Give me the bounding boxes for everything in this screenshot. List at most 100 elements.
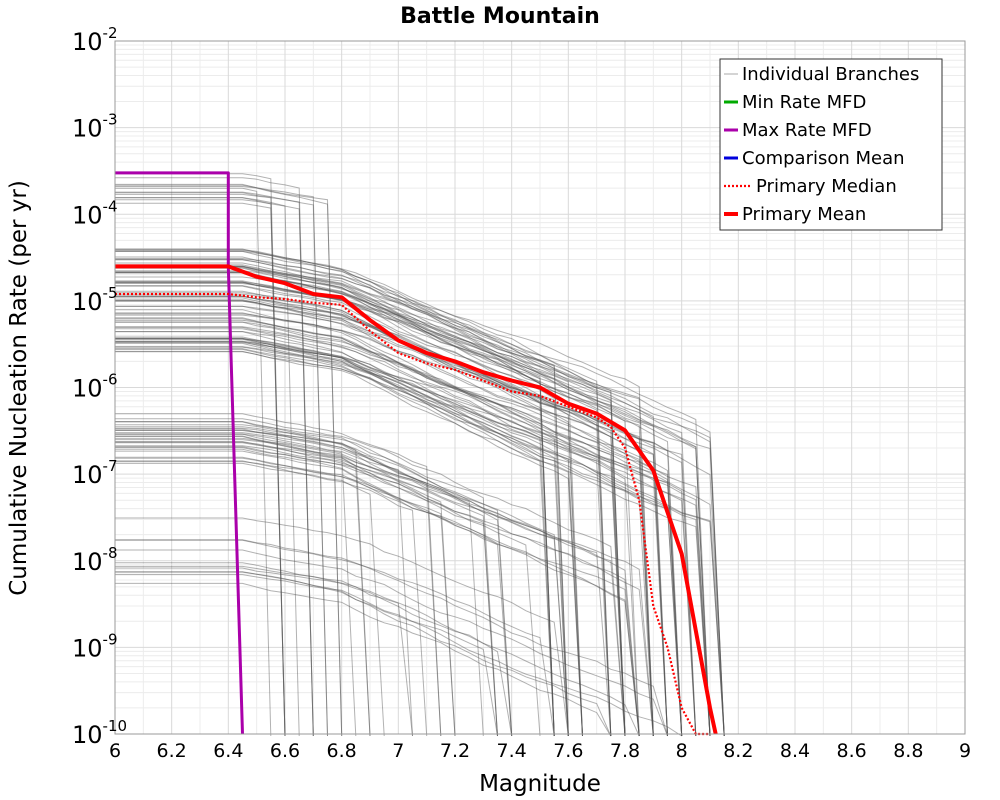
branch-line: [115, 418, 626, 737]
branch-line: [115, 184, 328, 737]
legend-label: Primary Median: [756, 176, 897, 197]
branch-line: [115, 427, 442, 737]
x-tick-label: 8.4: [780, 740, 810, 762]
branch-line: [115, 300, 654, 737]
y-tick-label: 10-8: [72, 544, 118, 576]
y-axis-label: Cumulative Nucleation Rate (per yr): [6, 180, 32, 596]
branch-line: [115, 295, 668, 737]
x-tick-label: 8: [676, 740, 688, 762]
branch-line: [115, 272, 725, 737]
branch-line: [115, 197, 314, 737]
legend-label: Min Rate MFD: [742, 92, 866, 113]
branch-line: [115, 424, 626, 737]
branch-line: [115, 413, 442, 737]
branch-line: [115, 348, 711, 737]
branch-line: [115, 421, 498, 737]
branch-line: [115, 539, 555, 737]
y-tick-label: 10-7: [72, 457, 118, 489]
branch-line: [115, 457, 640, 737]
x-tick-label: 7.8: [610, 740, 640, 762]
branch-line: [115, 193, 328, 737]
branch-line: [115, 321, 725, 737]
y-tick-label: 10-4: [72, 197, 118, 229]
major-grid: [114, 40, 966, 735]
branch-line: [115, 446, 640, 737]
legend: Individual Branches Min Rate MFD Max Rate …: [719, 58, 943, 231]
branch-line: [115, 426, 371, 737]
branch-line: [115, 461, 513, 737]
branch-line: [115, 314, 583, 737]
y-tick-label: 10-5: [72, 284, 118, 316]
branch-line: [115, 192, 286, 737]
branch-line: [115, 197, 300, 737]
y-tick-label: 10-9: [72, 630, 118, 662]
branch-line: [115, 342, 583, 737]
x-tick-label: 6.4: [213, 740, 243, 762]
branch-line: [115, 281, 668, 737]
y-tick-labels: 10-2 10-3 10-4 10-5 10-6 10-7 10-8 10-9 10-10: [72, 24, 127, 749]
branch-line: [115, 448, 456, 737]
series-line-4: [115, 292, 710, 736]
branch-line: [115, 249, 569, 737]
branch-line: [115, 441, 654, 737]
branch-line: [115, 177, 314, 737]
chart-title: Battle Mountain: [400, 4, 600, 29]
branch-line: [115, 250, 654, 737]
branch-line: [115, 282, 654, 737]
branch-line: [115, 305, 654, 737]
branch-line: [115, 337, 626, 737]
branch-line: [115, 336, 725, 737]
series-line-5: [115, 264, 718, 735]
branch-line: [115, 562, 640, 737]
branch-line: [115, 338, 640, 737]
branch-line: [115, 338, 683, 737]
legend-label: Comparison Mean: [742, 148, 905, 169]
branch-line: [115, 433, 357, 737]
branch-line: [115, 433, 413, 737]
branch-line: [115, 272, 555, 737]
y-tick-label: 10-3: [72, 111, 118, 143]
legend-label: Primary Mean: [742, 204, 866, 225]
branch-line: [115, 338, 612, 737]
branch-line: [115, 435, 640, 737]
branch-line: [115, 259, 569, 737]
series-line-2: [115, 171, 244, 735]
legend-label: Individual Branches: [742, 64, 919, 85]
branch-line: [115, 348, 583, 737]
branch-line: [115, 271, 612, 737]
branch-line: [115, 456, 640, 737]
branch-line: [115, 292, 555, 737]
branch-line: [115, 280, 640, 737]
branch-line: [115, 199, 286, 737]
branch-line: [115, 340, 654, 737]
branch-line: [115, 351, 725, 737]
branch-line: [115, 341, 569, 737]
branch-line: [115, 258, 711, 737]
legend-label: Max Rate MFD: [742, 120, 872, 141]
branch-line: [115, 331, 555, 737]
branch-line: [115, 429, 513, 737]
branch-line: [115, 285, 668, 737]
branch-line: [115, 549, 668, 737]
branch-line: [115, 346, 583, 737]
branch-line: [115, 328, 683, 737]
x-tick-label: 8.6: [837, 740, 867, 762]
x-tick-label: 8.8: [893, 740, 923, 762]
branch-line: [115, 296, 583, 737]
branch-line: [115, 283, 555, 737]
branch-line: [115, 346, 697, 737]
branch-line: [115, 202, 286, 737]
branch-line: [115, 259, 725, 737]
y-tick-label: 10-10: [72, 717, 127, 749]
x-tick-label: 8.2: [723, 740, 753, 762]
branch-line: [115, 331, 569, 737]
branch-line: [115, 447, 541, 737]
branch-line: [115, 319, 683, 737]
x-tick-label: 6.6: [270, 740, 300, 762]
branch-line: [115, 432, 569, 737]
branch-line: [115, 539, 668, 737]
y-tick-label: 10-2: [72, 24, 118, 56]
plot-frame: [114, 40, 966, 735]
branch-line: [115, 337, 711, 737]
